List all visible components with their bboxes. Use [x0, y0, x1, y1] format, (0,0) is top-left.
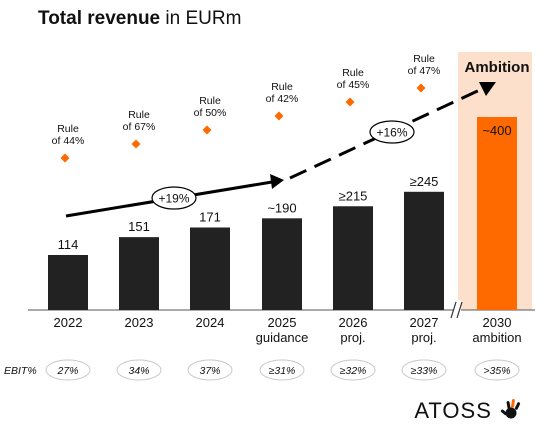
ebit-oval-2024 [187, 359, 233, 381]
chart-title-bold: Total revenue [38, 8, 161, 29]
bar-2030 [477, 117, 517, 310]
bar-2025 [262, 218, 302, 310]
value-label-2025: ~190 [267, 200, 296, 215]
rule-diamond-2022 [60, 153, 70, 163]
rule-diamond-2023 [131, 139, 141, 149]
value-label-2026: ≥215 [339, 188, 368, 203]
ebit-value-2026: ≥32% [340, 365, 367, 377]
tick-year-2022: 2022 [54, 315, 83, 330]
tick-year-2025: 2025 [268, 315, 297, 330]
value-label-2030: ~400 [482, 123, 511, 138]
ebit-value-2027: ≥33% [411, 365, 438, 377]
logo-text: ATOSS [414, 398, 492, 423]
chart-title-rest: in EURm [160, 8, 242, 29]
ebit-value-2022: 27% [56, 365, 78, 377]
rule-line1-2022: Rule [57, 123, 79, 135]
tick-year-2023: 2023 [125, 315, 154, 330]
ebit-value-2023: 34% [128, 365, 149, 377]
rule-line1-2027: Rule [413, 53, 435, 65]
ebit-oval-2027 [401, 359, 447, 381]
ambition-label: Ambition [465, 59, 530, 76]
tick-sub-2026: proj. [340, 330, 365, 345]
cagr-label-2: +16% [376, 126, 407, 140]
axis-break-mark [456, 301, 463, 319]
cagr-arrowhead-2 [479, 82, 496, 96]
ebit-oval-2030 [474, 359, 520, 381]
bar-2023 [119, 237, 159, 310]
ebit-value-2025: ≥31% [269, 365, 296, 377]
bar-2026 [333, 206, 373, 310]
tick-year-2026: 2026 [339, 315, 368, 330]
rule-diamond-2027 [416, 83, 426, 93]
axis-break-gap [453, 300, 461, 320]
bar-2024 [190, 227, 230, 310]
axis-break-mark [450, 301, 457, 319]
tick-sub-2027: proj. [411, 330, 436, 345]
cagr-bubble-2 [369, 120, 415, 144]
cagr-arrow-2 [289, 86, 485, 180]
hand-icon [500, 399, 521, 419]
rule-diamond-2024 [202, 125, 212, 135]
tick-year-2024: 2024 [196, 315, 225, 330]
rule-diamond-2026 [345, 97, 355, 107]
rule-line1-2023: Rule [128, 109, 150, 121]
ebit-oval-2022 [45, 359, 91, 381]
rule-line2-2027: of 47% [408, 65, 441, 77]
rule-line1-2024: Rule [199, 95, 221, 107]
cagr-bubble-1 [151, 186, 197, 210]
rule-diamond-2025 [274, 111, 284, 121]
rule-line2-2024: of 50% [194, 107, 227, 119]
rule-line2-2026: of 45% [337, 79, 370, 91]
value-label-2022: 114 [58, 237, 79, 252]
tick-sub-2030: ambition [472, 330, 521, 345]
ebit-value-2030: >35% [483, 365, 510, 377]
rule-line2-2023: of 67% [123, 121, 156, 133]
value-label-2023: 151 [128, 219, 150, 234]
cagr-arrowhead-1 [270, 174, 284, 189]
tick-year-2027: 2027 [410, 315, 439, 330]
bar-2022 [48, 254, 88, 310]
rule-line1-2025: Rule [271, 81, 293, 93]
ebit-row-label: EBIT% [4, 365, 37, 377]
ebit-value-2024: 37% [199, 365, 220, 377]
ebit-oval-2026 [330, 359, 376, 381]
ebit-oval-2025 [259, 359, 305, 381]
chart-title: Total revenue in EURm [38, 8, 241, 30]
bar-2027 [404, 191, 444, 310]
tick-year-2030: 2030 [483, 315, 512, 330]
ebit-oval-2023 [116, 359, 162, 381]
rule-line2-2022: of 44% [52, 135, 85, 147]
value-label-2024: 171 [199, 209, 221, 224]
tick-sub-2025: guidance [256, 330, 309, 345]
value-label-2027: ≥245 [410, 174, 439, 189]
atoss-logo: ATOSS [414, 397, 525, 424]
rule-line1-2026: Rule [342, 67, 364, 79]
rule-line2-2025: of 42% [266, 93, 299, 105]
cagr-label-1: +19% [158, 192, 189, 206]
